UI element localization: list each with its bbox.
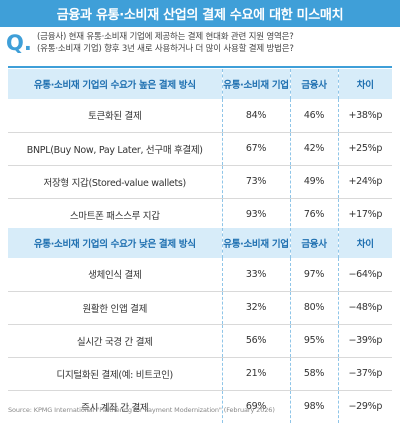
payment-method: 디지털화된 결제(예: 비트코인) xyxy=(56,369,174,381)
retail-share: 67% xyxy=(221,132,290,165)
retail-share: 69% xyxy=(221,390,290,423)
finance-share: 76% xyxy=(289,198,338,231)
table-row: BNPL(Buy Now, Pay Later, 선구매 후결제) 67% 42… xyxy=(8,132,392,165)
gap-value: −29%p xyxy=(337,390,392,423)
finance-share: 42% xyxy=(289,132,338,165)
table-row: 원활한 인앱 결제 32% 80% −48%p xyxy=(8,291,392,324)
column-header-finance: 금융사 xyxy=(289,69,338,99)
finance-share: 95% xyxy=(289,324,338,357)
payment-method: 토큰화된 결제 xyxy=(88,111,142,123)
source-note: Source: KPMG International "Partnering f… xyxy=(8,406,275,414)
table-row: 실시간 국경 간 결제 56% 95% −39%p xyxy=(8,324,392,357)
retail-share: 93% xyxy=(221,198,290,231)
question-line-retail: (유통·소비재 기업) 향후 3년 새로 사용하거나 더 많이 사용할 결제 방… xyxy=(37,44,294,54)
finance-share: 97% xyxy=(289,258,338,291)
question-mark: Q. xyxy=(6,31,32,55)
gap-value: +25%p xyxy=(337,132,392,165)
column-header-finance: 금융사 xyxy=(289,228,338,258)
gap-value: −64%p xyxy=(337,258,392,291)
gap-value: +38%p xyxy=(337,99,392,132)
table-row: 스마트폰 패스스루 지갑 93% 76% +17%p xyxy=(8,198,392,231)
gap-value: −48%p xyxy=(337,291,392,324)
payment-method: 스마트폰 패스스루 지갑 xyxy=(69,210,160,222)
low-demand-table: 유통·소비재 기업의 수요가 낮은 결제 방식 유통·소비재 기업 금융사 차이… xyxy=(8,228,392,423)
table-header-row: 유통·소비재 기업의 수요가 낮은 결제 방식 유통·소비재 기업 금융사 차이 xyxy=(8,228,392,258)
column-header-retail: 유통·소비재 기업 xyxy=(221,69,290,99)
payment-method: 저장형 지갑(Stored-value wallets) xyxy=(43,177,187,189)
retail-share: 84% xyxy=(221,99,290,132)
payment-method: BNPL(Buy Now, Pay Later, 선구매 후결제) xyxy=(26,144,203,156)
gap-value: +17%p xyxy=(337,198,392,231)
high-demand-table: 유통·소비재 기업의 수요가 높은 결제 방식 유통·소비재 기업 금융사 차이… xyxy=(8,69,392,231)
finance-share: 58% xyxy=(289,357,338,390)
column-header-gap: 차이 xyxy=(337,69,392,99)
question-text: (금융사) 현재 유통·소비재 기업에 제공하는 결제 현대화 관련 지원 영역… xyxy=(37,31,294,55)
retail-share: 73% xyxy=(221,165,290,198)
payment-method: 실시간 국경 간 결제 xyxy=(76,336,153,348)
column-header-retail: 유통·소비재 기업 xyxy=(221,228,290,258)
table-row: 생체인식 결제 33% 97% −64%p xyxy=(8,258,392,291)
payment-method: 원활한 인앱 결제 xyxy=(82,303,148,315)
finance-share: 46% xyxy=(289,99,338,132)
finance-share: 98% xyxy=(289,390,338,423)
column-header-gap: 차이 xyxy=(337,228,392,258)
table-row: 저장형 지갑(Stored-value wallets) 73% 49% +24… xyxy=(8,165,392,198)
retail-share: 32% xyxy=(221,291,290,324)
gap-value: −39%p xyxy=(337,324,392,357)
page-title: 금융과 유통·소비재 산업의 결제 수요에 대한 미스매치 xyxy=(0,0,400,27)
finance-share: 49% xyxy=(289,165,338,198)
divider xyxy=(8,66,392,68)
table-row: 즉시 계좌 간 결제 69% 98% −29%p xyxy=(8,390,392,423)
table-row: 토큰화된 결제 84% 46% +38%p xyxy=(8,99,392,132)
question-line-finance: (금융사) 현재 유통·소비재 기업에 제공하는 결제 현대화 관련 지원 영역… xyxy=(37,32,294,42)
survey-question: Q. (금융사) 현재 유통·소비재 기업에 제공하는 결제 현대화 관련 지원… xyxy=(6,30,396,62)
gap-value: +24%p xyxy=(337,165,392,198)
retail-share: 33% xyxy=(221,258,290,291)
column-header-method: 유통·소비재 기업의 수요가 높은 결제 방식 xyxy=(8,69,222,99)
table-header-row: 유통·소비재 기업의 수요가 높은 결제 방식 유통·소비재 기업 금융사 차이 xyxy=(8,69,392,99)
retail-share: 21% xyxy=(221,357,290,390)
finance-share: 80% xyxy=(289,291,338,324)
retail-share: 56% xyxy=(221,324,290,357)
gap-value: −37%p xyxy=(337,357,392,390)
payment-method: 생체인식 결제 xyxy=(88,270,142,282)
column-header-method: 유통·소비재 기업의 수요가 낮은 결제 방식 xyxy=(8,228,222,258)
table-row: 디지털화된 결제(예: 비트코인) 21% 58% −37%p xyxy=(8,357,392,390)
payment-method: 즉시 계좌 간 결제 xyxy=(81,402,149,414)
